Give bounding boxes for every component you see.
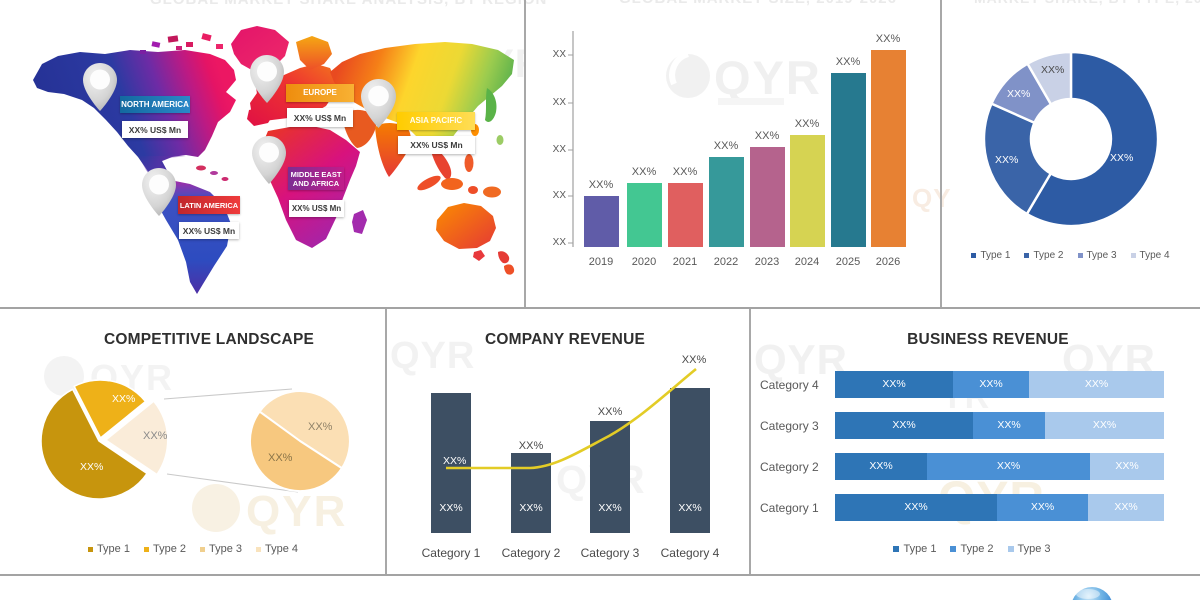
svg-text:QYR: QYR xyxy=(246,487,347,536)
svg-text:QYR: QYR xyxy=(714,51,822,104)
